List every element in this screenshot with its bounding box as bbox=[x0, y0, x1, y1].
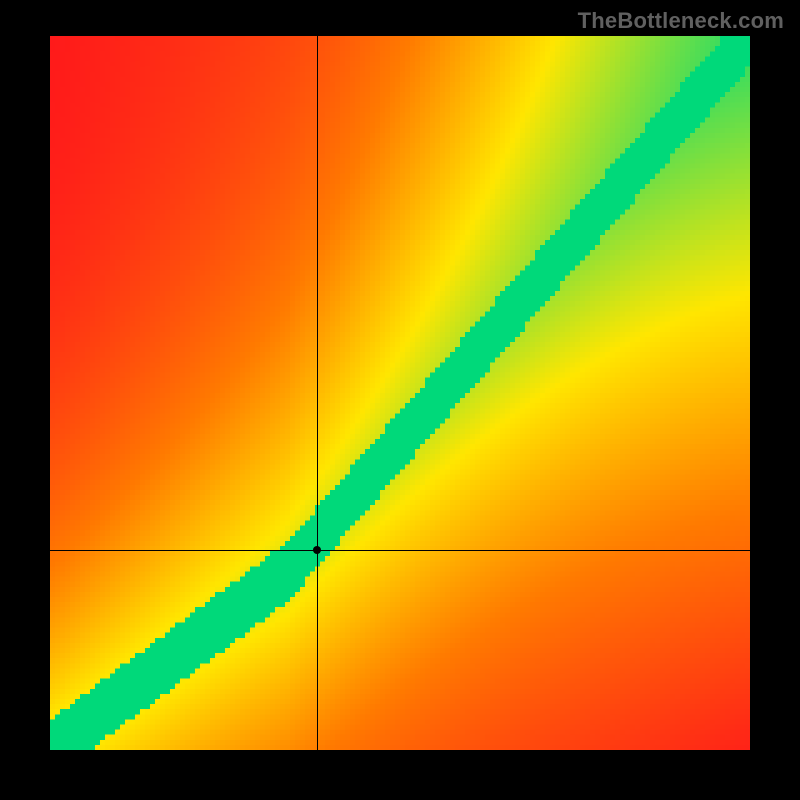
crosshair-horizontal bbox=[50, 550, 750, 551]
chart-outer: TheBottleneck.com bbox=[0, 0, 800, 800]
bottleneck-heatmap bbox=[50, 36, 750, 750]
watermark-text: TheBottleneck.com bbox=[578, 8, 784, 34]
crosshair-dot bbox=[313, 546, 321, 554]
plot-frame bbox=[50, 36, 750, 750]
crosshair-vertical bbox=[317, 36, 318, 750]
